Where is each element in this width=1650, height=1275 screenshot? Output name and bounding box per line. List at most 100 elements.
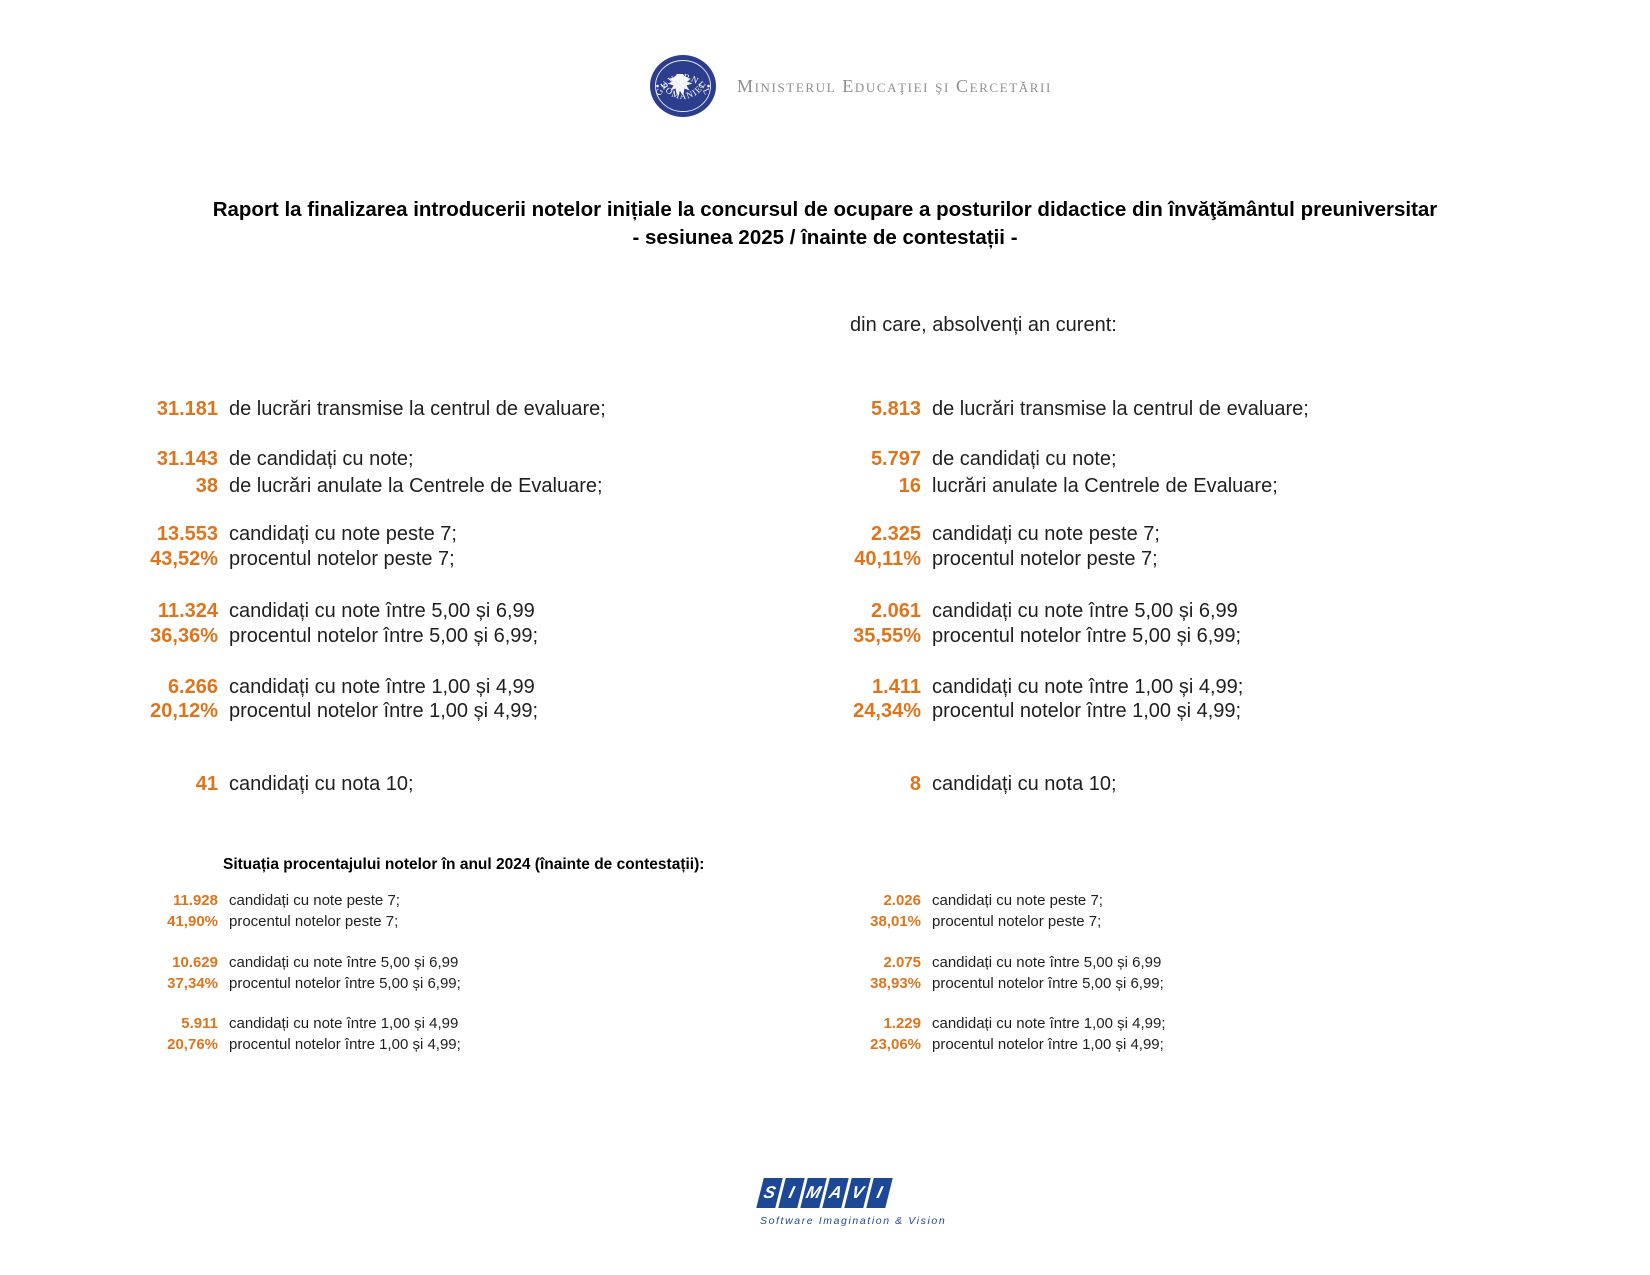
stat-label: candidați cu nota 10; — [932, 773, 1117, 795]
stat-value: 16 — [898, 475, 921, 497]
stat-value: 38,01% — [870, 913, 921, 930]
stat-row-above-7-percent: 40,11% procentul notelor peste 7; — [803, 546, 1158, 572]
stat-label: procentul notelor între 1,00 și 4,99; — [229, 1036, 461, 1053]
stat-row-2024-5-699-count: 10.629 candidați cu note între 5,00 și 6… — [100, 953, 458, 973]
simavi-tile: I — [866, 1178, 893, 1208]
stat-row-above-7-count: 13.553 candidați cu note peste 7; — [100, 521, 457, 547]
simavi-logo-tiles: S I M A V I — [756, 1178, 946, 1208]
stat-label: candidați cu note între 5,00 și 6,99 — [932, 954, 1162, 971]
stat-value: 11.928 — [172, 892, 218, 909]
stat-label: procentul notelor între 5,00 și 6,99; — [932, 625, 1242, 647]
stat-row-5-699-percent: 36,36% procentul notelor între 5,00 și 6… — [100, 623, 538, 649]
stat-value: 43,52% — [150, 548, 218, 570]
stat-label: procentul notelor între 5,00 și 6,99; — [229, 975, 461, 992]
stat-label: candidați cu note peste 7; — [932, 523, 1160, 545]
stat-label: procentul notelor între 1,00 și 4,99; — [932, 700, 1242, 722]
stat-value: 6.266 — [167, 676, 218, 698]
ministry-name: Ministerul Educaţiei şi Cercetării — [737, 76, 1052, 96]
stat-row-2024-above-7-percent: 41,90% procentul notelor peste 7; — [100, 912, 398, 932]
stat-row-above-7-count: 2.325 candidați cu note peste 7; — [803, 521, 1160, 547]
section-heading-2024: Situația procentajului notelor în anul 2… — [223, 856, 705, 873]
stat-value: 35,55% — [853, 625, 921, 647]
stat-label: procentul notelor peste 7; — [932, 548, 1158, 570]
page-title-line2: - sesiunea 2025 / înainte de contestații… — [632, 226, 1018, 249]
stat-value: 5.797 — [870, 448, 921, 470]
stat-label: candidați cu note între 1,00 și 4,99; — [932, 676, 1244, 698]
stat-label: candidați cu note între 5,00 și 6,99 — [229, 600, 535, 622]
stat-value: 40,11% — [854, 548, 921, 570]
stat-row-2024-above-7-count: 11.928 candidați cu note peste 7; — [100, 891, 400, 911]
right-column-header: din care, absolvenți an curent: — [850, 314, 1117, 336]
stat-value: 24,34% — [853, 700, 921, 722]
stat-row-5-699-count: 2.061 candidați cu note între 5,00 și 6,… — [803, 598, 1238, 624]
stat-row-1-499-count: 1.411 candidați cu note între 1,00 și 4,… — [803, 674, 1243, 700]
stat-row-grade-10: 41 candidați cu nota 10; — [100, 771, 414, 797]
stat-row-grade-10: 8 candidați cu nota 10; — [803, 771, 1117, 797]
page-title: Raport la finalizarea introducerii notel… — [0, 196, 1650, 252]
stat-label: candidați cu nota 10; — [229, 773, 414, 795]
stat-value: 36,36% — [150, 625, 218, 647]
stat-label: candidați cu note între 1,00 și 4,99; — [932, 1015, 1166, 1032]
stat-value: 13.553 — [156, 523, 218, 545]
stat-value: 2.325 — [870, 523, 921, 545]
stat-row-2024-1-499-count: 5.911 candidați cu note între 1,00 și 4,… — [100, 1014, 458, 1034]
stat-value: 38 — [195, 475, 218, 497]
stat-label: candidați cu note peste 7; — [932, 892, 1103, 909]
stat-row-1-499-count: 6.266 candidați cu note între 1,00 și 4,… — [100, 674, 535, 700]
stat-value: 10.629 — [172, 954, 218, 971]
simavi-tagline: Software Imagination & Vision — [760, 1215, 947, 1227]
stat-value: 8 — [909, 773, 921, 795]
page-title-line1: Raport la finalizarea introducerii notel… — [212, 198, 1438, 221]
stat-label: de candidați cu note; — [932, 448, 1117, 470]
stat-row-5-699-count: 11.324 candidați cu note între 5,00 și 6… — [100, 598, 535, 624]
stat-label: procentul notelor între 1,00 și 4,99; — [229, 700, 539, 722]
stat-value: 31.143 — [156, 448, 218, 470]
simavi-logo: S I M A V I Software Imagination & Visio… — [756, 1178, 947, 1227]
stat-row-2024-above-7-percent: 38,01% procentul notelor peste 7; — [803, 912, 1101, 932]
stat-label: candidați cu note peste 7; — [229, 523, 457, 545]
stat-value: 5.911 — [181, 1015, 218, 1032]
stat-label: procentul notelor peste 7; — [229, 548, 455, 570]
stat-label: lucrări anulate la Centrele de Evaluare; — [932, 475, 1278, 497]
stat-value: 1.411 — [872, 676, 921, 698]
stat-value: 11.324 — [157, 600, 218, 622]
stat-value: 20,12% — [150, 700, 218, 722]
stat-row-2024-1-499-count: 1.229 candidați cu note între 1,00 și 4,… — [803, 1014, 1166, 1034]
stat-row-works-cancelled: 38 de lucrări anulate la Centrele de Eva… — [100, 473, 603, 499]
stat-label: procentul notelor între 5,00 și 6,99; — [932, 975, 1164, 992]
stat-label: de lucrări transmise la centrul de evalu… — [932, 398, 1309, 420]
stat-value: 20,76% — [167, 1036, 218, 1053]
stat-value: 31.181 — [156, 398, 218, 420]
stat-row-2024-1-499-percent: 20,76% procentul notelor între 1,00 și 4… — [100, 1035, 461, 1055]
stat-value: 23,06% — [870, 1036, 921, 1053]
stat-row-works-sent: 5.813 de lucrări transmise la centrul de… — [803, 396, 1309, 422]
stat-row-1-499-percent: 24,34% procentul notelor între 1,00 și 4… — [803, 698, 1241, 724]
stat-row-1-499-percent: 20,12% procentul notelor între 1,00 și 4… — [100, 698, 538, 724]
stat-row-2024-1-499-percent: 23,06% procentul notelor între 1,00 și 4… — [803, 1035, 1164, 1055]
stat-label: procentul notelor între 1,00 și 4,99; — [932, 1036, 1164, 1053]
stat-value: 1.229 — [883, 1015, 921, 1032]
stat-row-2024-5-699-percent: 37,34% procentul notelor între 5,00 și 6… — [100, 974, 461, 994]
stat-row-works-cancelled: 16 lucrări anulate la Centrele de Evalua… — [803, 473, 1278, 499]
stat-value: 41 — [195, 773, 218, 795]
stat-label: de lucrări anulate la Centrele de Evalua… — [229, 475, 603, 497]
stat-row-2024-above-7-count: 2.026 candidați cu note peste 7; — [803, 891, 1103, 911]
stat-label: procentul notelor peste 7; — [932, 913, 1102, 930]
stat-value: 2.075 — [883, 954, 921, 971]
stat-row-works-sent: 31.181 de lucrări transmise la centrul d… — [100, 396, 606, 422]
stat-row-candidates-graded: 31.143 de candidați cu note; — [100, 446, 414, 472]
stat-label: candidați cu note între 5,00 și 6,99 — [932, 600, 1238, 622]
stat-row-above-7-percent: 43,52% procentul notelor peste 7; — [100, 546, 455, 572]
stat-row-2024-5-699-count: 2.075 candidați cu note între 5,00 și 6,… — [803, 953, 1161, 973]
stat-value: 5.813 — [870, 398, 921, 420]
stat-label: candidați cu note între 5,00 și 6,99 — [229, 954, 459, 971]
stat-label: procentul notelor peste 7; — [229, 913, 399, 930]
guvernul-romaniei-logo-icon: GUVERNUL ROMÂNIEI — [650, 55, 716, 117]
stat-label: procentul notelor între 5,00 și 6,99; — [229, 625, 539, 647]
stat-row-candidates-graded: 5.797 de candidați cu note; — [803, 446, 1117, 472]
stat-label: candidați cu note între 1,00 și 4,99 — [229, 676, 535, 698]
stat-label: de lucrări transmise la centrul de evalu… — [229, 398, 606, 420]
stat-row-2024-5-699-percent: 38,93% procentul notelor între 5,00 și 6… — [803, 974, 1164, 994]
stat-row-5-699-percent: 35,55% procentul notelor între 5,00 și 6… — [803, 623, 1241, 649]
